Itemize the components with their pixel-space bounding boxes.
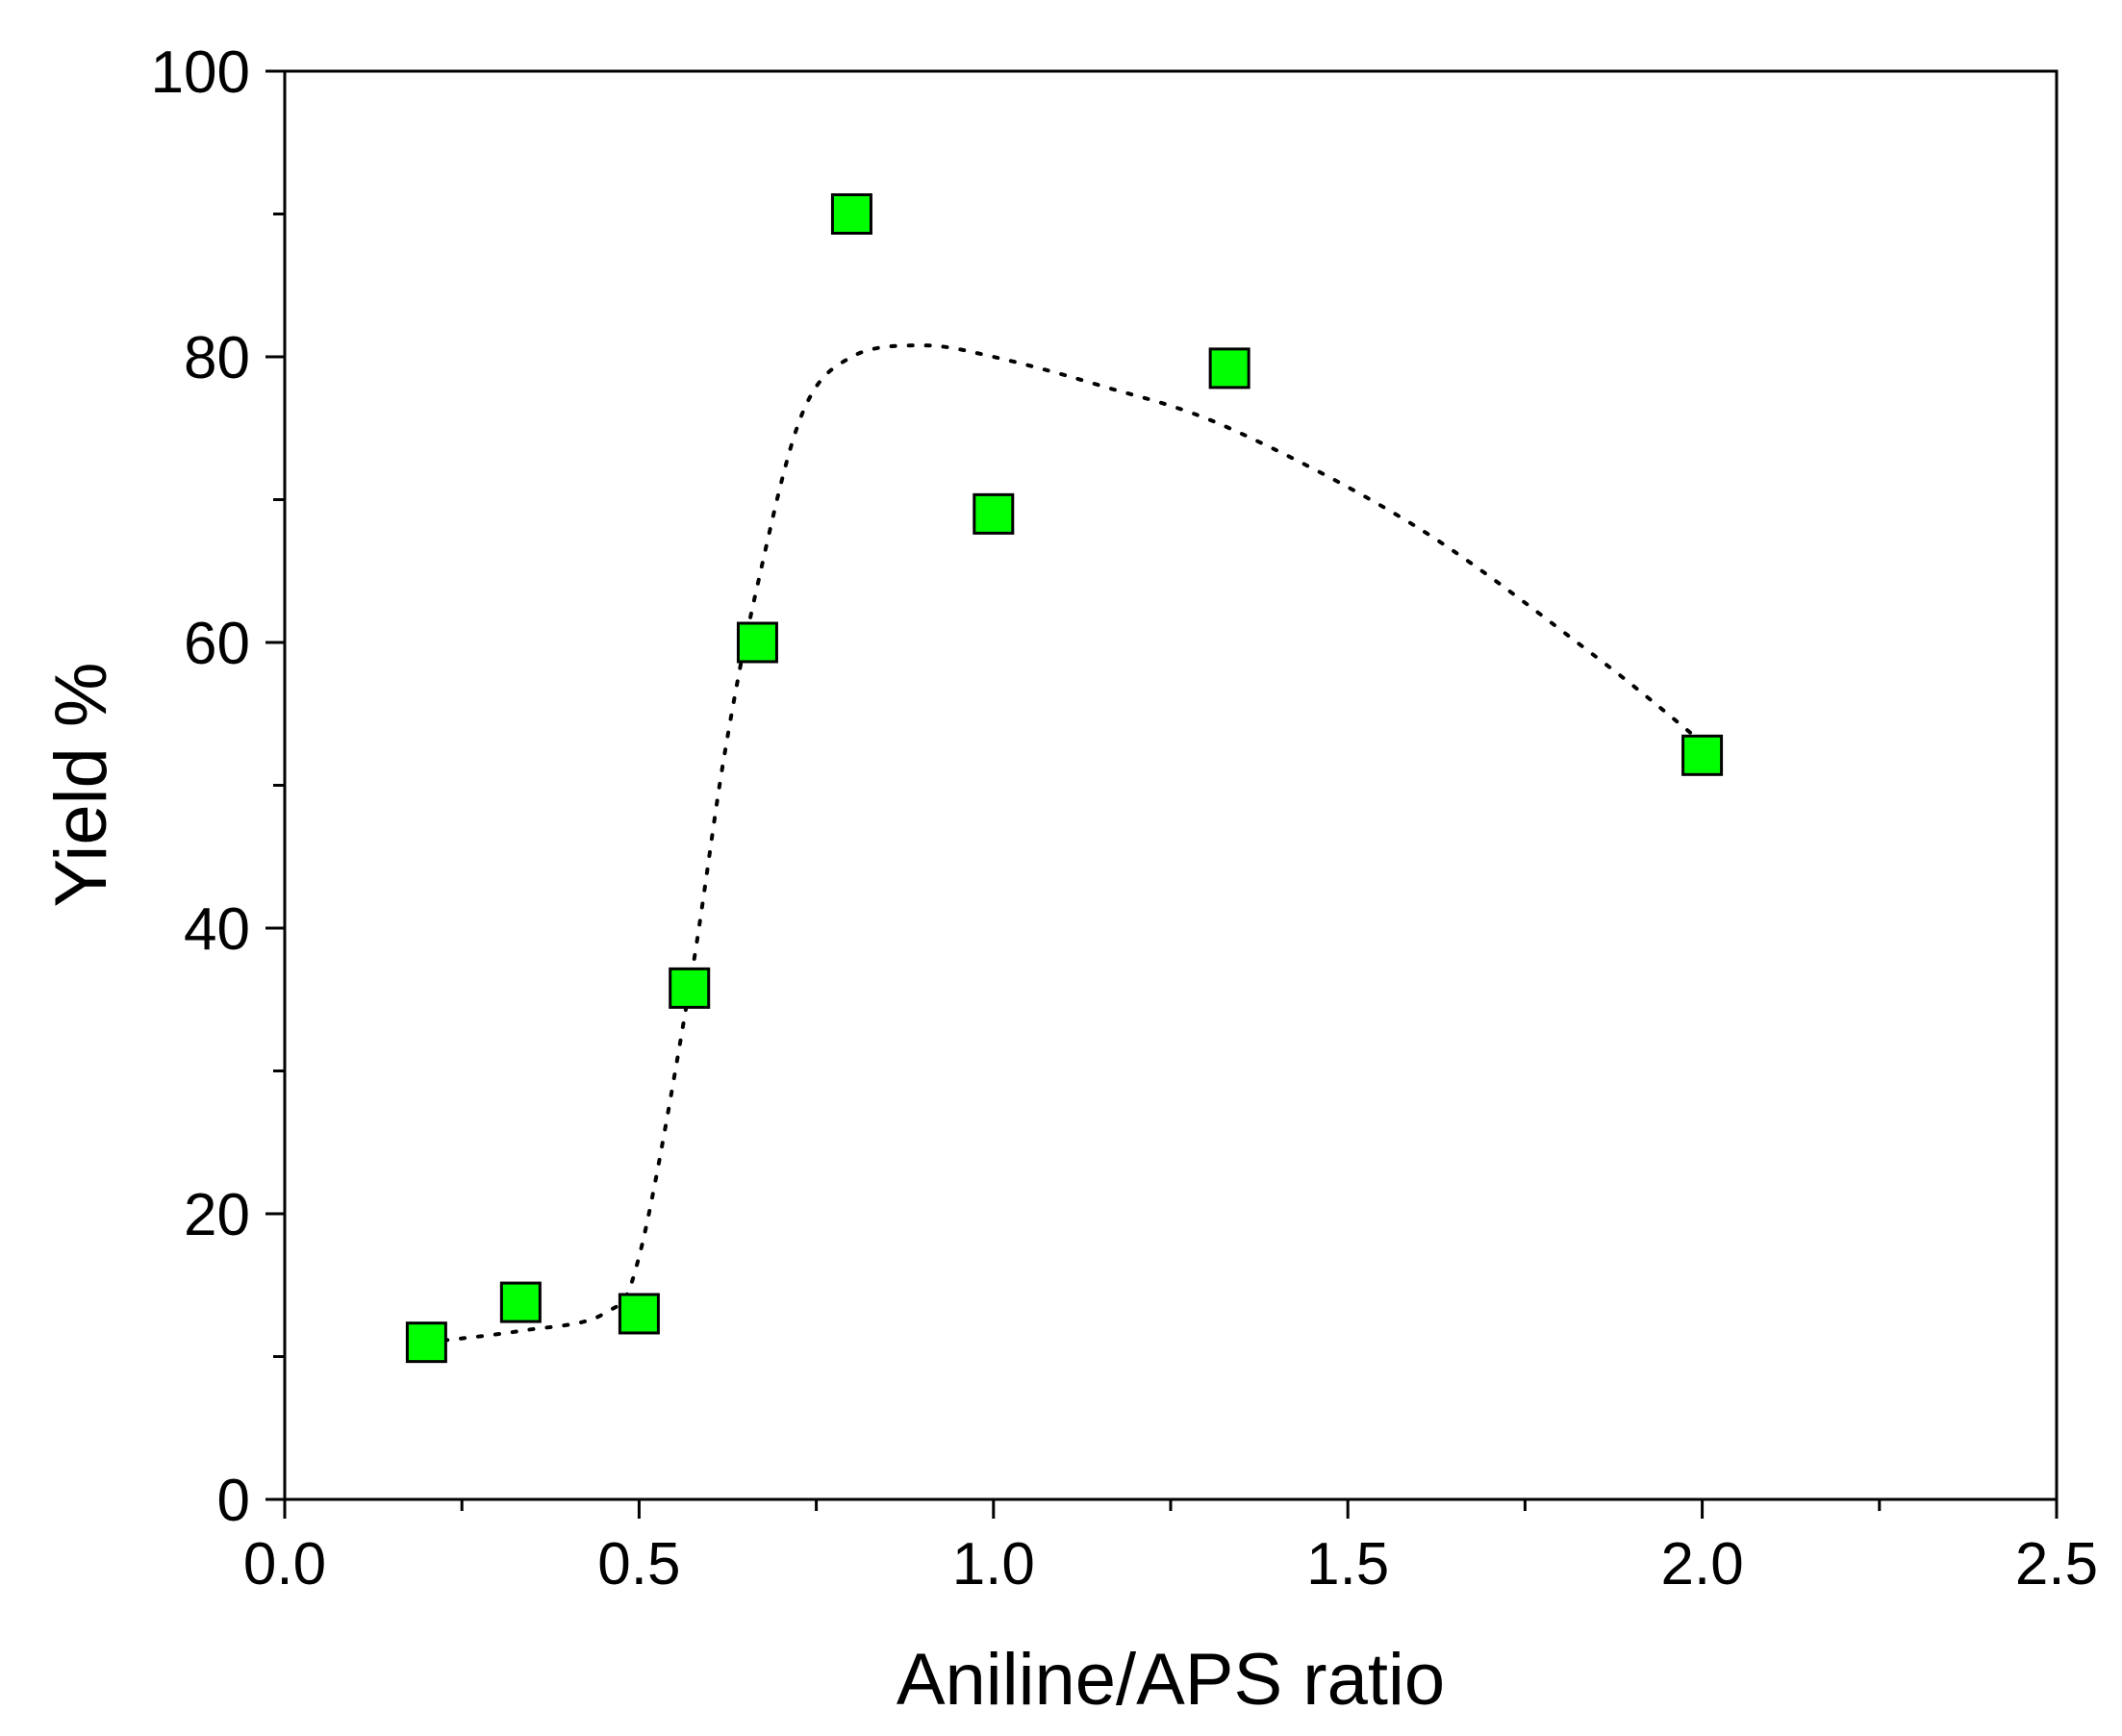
data-point (973, 492, 1015, 535)
ticks-layer: 0.0 0.5 1.0 1.5 2.0 2.5 0 20 40 60 80 100 (151, 39, 2099, 1598)
data-point (736, 621, 778, 664)
x-tick-label: 0.5 (597, 1531, 680, 1598)
x-tick-label: 2.5 (2015, 1531, 2098, 1598)
y-tick-label: 80 (184, 325, 250, 391)
data-point (499, 1281, 542, 1323)
trend-line (424, 343, 1705, 1345)
data-point (830, 193, 872, 235)
x-tick-label: 0.0 (243, 1531, 326, 1598)
data-point (1208, 347, 1250, 390)
x-tick-label: 1.5 (1306, 1531, 1389, 1598)
x-tick-label: 2.0 (1660, 1531, 1743, 1598)
y-tick-label: 0 (217, 1468, 250, 1534)
y-tick-label: 20 (184, 1182, 250, 1248)
data-point (618, 1293, 660, 1335)
data-point (405, 1321, 447, 1364)
y-tick-label: 100 (151, 39, 250, 106)
y-axis-title: Yield % (40, 663, 122, 908)
series-layer (405, 193, 1724, 1364)
data-point (669, 967, 711, 1009)
plot-frame (283, 69, 2059, 1501)
y-tick-label: 40 (184, 896, 250, 963)
x-tick-label: 1.0 (952, 1531, 1035, 1598)
data-point (1681, 734, 1724, 776)
y-tick-label: 60 (184, 611, 250, 677)
x-axis-title: Aniline/APS ratio (897, 1639, 1445, 1721)
